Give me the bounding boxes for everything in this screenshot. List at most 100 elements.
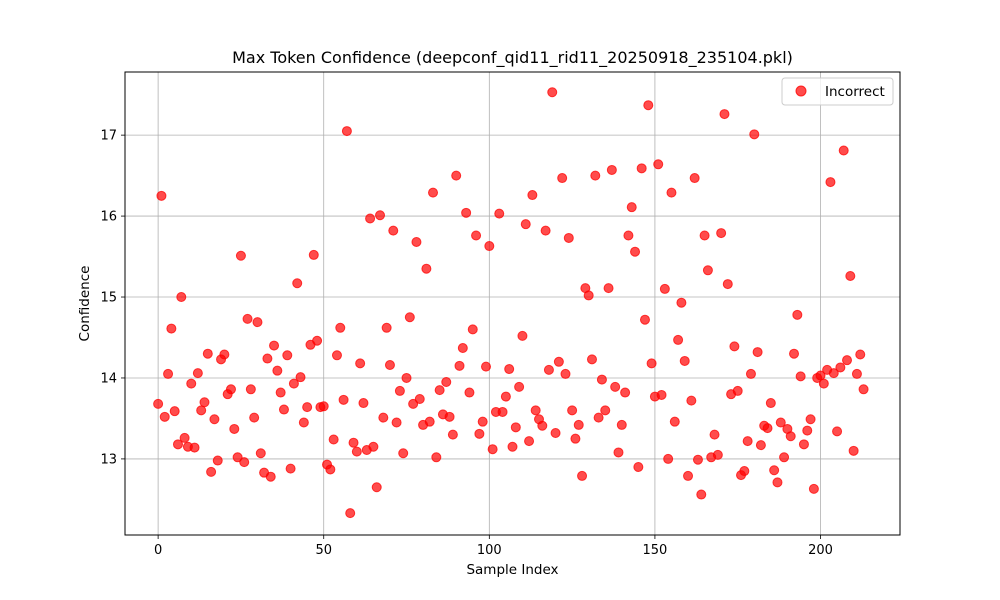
data-point — [252, 317, 263, 328]
data-point — [507, 441, 518, 452]
data-point — [789, 348, 800, 359]
data-point — [557, 173, 568, 184]
data-point — [729, 341, 740, 352]
data-point — [762, 423, 773, 434]
data-point — [573, 419, 584, 430]
data-point — [209, 414, 220, 425]
data-point — [378, 412, 389, 423]
data-point — [547, 87, 558, 98]
data-point — [348, 437, 359, 448]
data-point — [242, 313, 253, 324]
data-point — [696, 489, 707, 500]
data-point — [394, 385, 405, 396]
data-point — [527, 190, 538, 201]
data-point — [772, 477, 783, 488]
data-point — [553, 356, 564, 367]
data-point — [504, 364, 515, 375]
data-point — [278, 404, 289, 415]
data-point — [447, 429, 458, 440]
data-point — [351, 446, 362, 457]
data-point — [663, 453, 674, 464]
y-tick-label: 14 — [100, 371, 117, 386]
data-point — [586, 354, 597, 365]
x-axis-label: Sample Index — [466, 562, 558, 578]
data-point — [712, 449, 723, 460]
data-point — [769, 465, 780, 476]
data-point — [802, 425, 813, 436]
data-point — [600, 405, 611, 416]
data-point — [517, 330, 528, 341]
data-point — [643, 100, 654, 111]
data-point — [626, 202, 637, 213]
data-point — [838, 145, 849, 156]
data-point — [474, 428, 485, 439]
data-point — [166, 323, 177, 334]
data-point — [189, 442, 200, 453]
data-point — [212, 455, 223, 466]
data-point — [709, 429, 720, 440]
data-point — [388, 225, 399, 236]
data-point — [444, 411, 455, 422]
data-point — [673, 334, 684, 345]
data-point — [202, 348, 213, 359]
data-point — [656, 389, 667, 400]
data-point — [381, 322, 392, 333]
data-point — [593, 412, 604, 423]
data-point — [199, 397, 210, 408]
data-point — [461, 207, 472, 218]
data-point — [308, 249, 319, 260]
data-point — [560, 368, 571, 379]
data-point — [520, 219, 531, 230]
data-point — [414, 394, 425, 405]
data-point — [633, 462, 644, 473]
data-point — [686, 395, 697, 406]
data-point — [298, 417, 309, 428]
data-points — [153, 87, 869, 519]
data-point — [659, 283, 670, 294]
legend: Incorrect — [781, 77, 894, 106]
data-point — [424, 416, 435, 427]
data-point — [411, 236, 422, 247]
data-point — [858, 384, 869, 395]
data-point — [269, 340, 280, 351]
data-point — [676, 297, 687, 308]
data-point — [563, 232, 574, 243]
data-point — [338, 394, 349, 405]
data-point — [639, 314, 650, 325]
x-tick-label: 50 — [315, 543, 332, 558]
data-point — [421, 263, 432, 274]
legend-box — [781, 77, 894, 106]
data-point — [169, 406, 180, 417]
data-point — [745, 368, 756, 379]
data-point — [471, 230, 482, 241]
data-point — [567, 405, 578, 416]
data-point — [398, 448, 409, 459]
data-point — [365, 213, 376, 224]
data-point — [467, 324, 478, 335]
data-point — [530, 405, 541, 416]
data-point — [616, 419, 627, 430]
data-point — [292, 278, 303, 289]
data-point — [272, 365, 283, 376]
data-point — [669, 416, 680, 427]
data-point — [805, 414, 816, 425]
data-point — [848, 445, 859, 456]
data-point — [630, 246, 641, 257]
data-point — [255, 448, 266, 459]
data-point — [285, 463, 296, 474]
data-point — [335, 322, 346, 333]
data-point — [451, 170, 462, 181]
data-point — [172, 439, 183, 450]
data-point — [732, 385, 743, 396]
data-point — [613, 447, 624, 458]
data-point — [206, 466, 217, 477]
data-point — [719, 109, 730, 120]
data-point — [325, 464, 336, 475]
data-point — [610, 381, 621, 392]
data-point — [798, 439, 809, 450]
data-point — [851, 368, 862, 379]
data-point — [265, 471, 276, 482]
data-point — [779, 452, 790, 463]
data-point — [550, 428, 561, 439]
